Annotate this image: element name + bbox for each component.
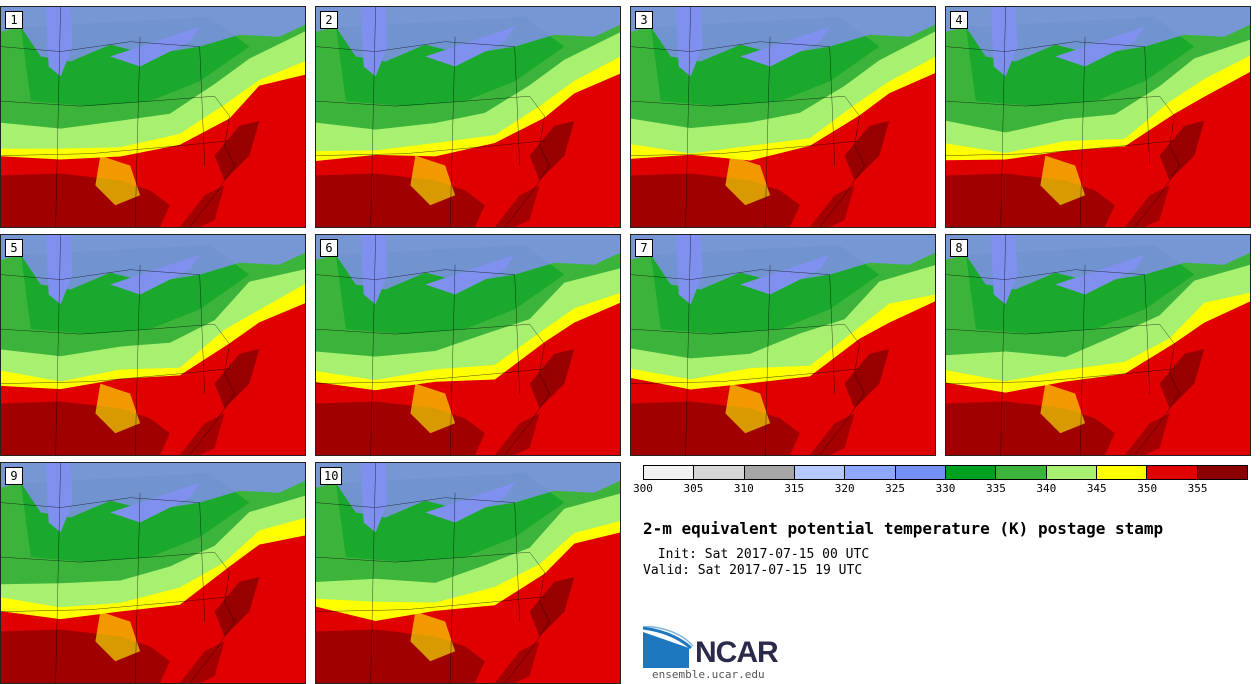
colorbar-swatch [895,466,946,479]
ensemble-member-map: 6 [315,234,621,456]
colorbar-tick-label: 325 [885,482,906,495]
member-number-label: 7 [635,239,653,257]
member-number-label: 3 [635,11,653,29]
colorbar-tick-label: 310 [733,482,754,495]
ensemble-member-map: 4 [945,6,1251,228]
colorbar-swatch [1046,466,1097,479]
colorbar-swatch [744,466,795,479]
colorbar-tick-label: 305 [683,482,704,495]
member-number-label: 6 [320,239,338,257]
member-number-label: 4 [950,11,968,29]
colorbar-tick-label: 355 [1187,482,1208,495]
colorbar-swatch [845,466,896,479]
colorbar-tick-label: 335 [985,482,1006,495]
ensemble-member-map: 1 [0,6,306,228]
colorbar-tick-label: 330 [935,482,956,495]
member-number-label: 5 [5,239,23,257]
member-number-label: 9 [5,467,23,485]
ncar-logo [643,626,694,668]
colorbar-swatch [1096,466,1148,479]
member-number-label: 10 [320,467,343,485]
colorbar-tick-label: 340 [1036,482,1057,495]
colorbar-tick-label: 345 [1086,482,1107,495]
ensemble-member-map: 8 [945,234,1251,456]
member-number-label: 1 [5,11,23,29]
ensemble-member-map: 10 [315,462,621,684]
member-number-label: 8 [950,239,968,257]
colorbar [643,465,1248,480]
colorbar-tick-label: 300 [633,482,653,495]
colorbar-swatch [794,466,846,479]
ensemble-member-map: 2 [315,6,621,228]
valid-time: Valid: Sat 2017-07-15 19 UTC [643,563,863,578]
colorbar-tick-labels: 300 305 310 315 320 325 330 335 340 345 350 355 [633,482,1248,496]
ensemble-member-map: 3 [630,6,936,228]
colorbar-tick-label: 350 [1137,482,1158,495]
colorbar-swatch [694,466,745,479]
colorbar-swatch [996,466,1047,479]
colorbar-tick-label: 320 [834,482,855,495]
init-time: Init: Sat 2017-07-15 00 UTC [650,547,870,562]
colorbar-swatch [644,466,695,479]
colorbar-swatch [945,466,997,479]
colorbar-tick-label: 315 [784,482,805,495]
colorbar-swatch [1197,466,1247,479]
member-number-label: 2 [320,11,338,29]
colorbar-swatch [1147,466,1198,479]
ensemble-member-map: 9 [0,462,306,684]
ensemble-member-map: 7 [630,234,936,456]
ncar-logo-text: NCAR [695,636,779,669]
figure-title: 2-m equivalent potential temperature (K)… [643,519,1164,538]
ensemble-member-map: 5 [0,234,306,456]
ncar-url: ensemble.ucar.edu [652,668,765,681]
